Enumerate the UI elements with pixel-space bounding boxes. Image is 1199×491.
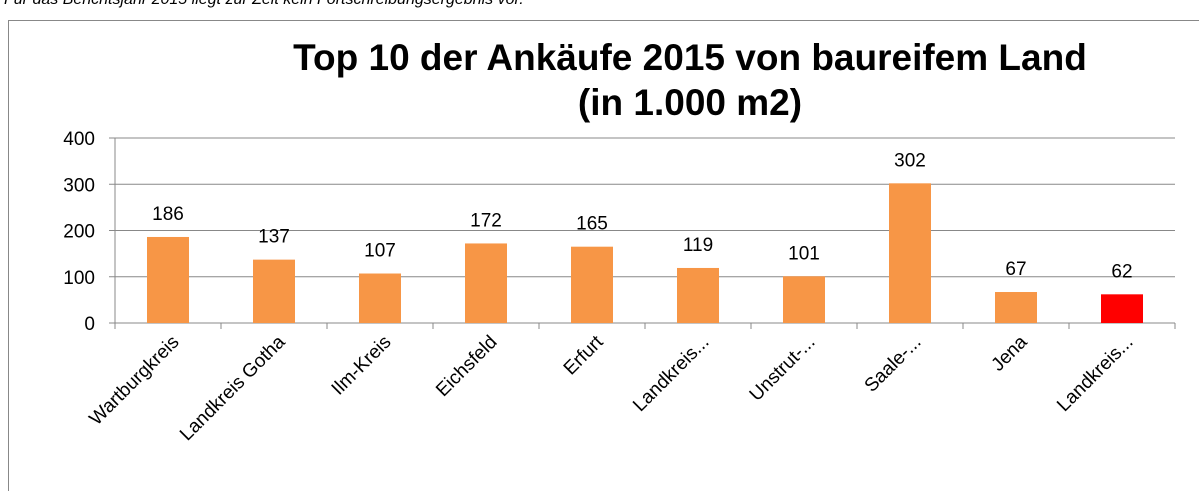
y-tick-label: 0	[84, 314, 95, 335]
data-label: 67	[1005, 259, 1026, 280]
bar	[359, 273, 401, 323]
data-label: 101	[788, 243, 820, 264]
bar	[1101, 294, 1143, 323]
bar	[995, 292, 1037, 323]
data-label: 172	[470, 210, 502, 231]
bar	[147, 236, 189, 323]
x-tick-label: Wartburgkreis	[86, 332, 184, 430]
y-tick-label: 300	[63, 175, 95, 196]
data-label: 186	[152, 204, 184, 225]
y-tick-label: 400	[63, 129, 95, 150]
x-tick-label: Ilm-Kreis	[328, 332, 396, 400]
x-tick-label: Jena	[988, 331, 1032, 375]
x-tick-label: Erfurt	[560, 331, 608, 379]
x-tick-label: Landkreis Gotha	[176, 331, 290, 445]
x-tick-label: Saale-...	[861, 332, 926, 397]
bar	[465, 243, 507, 323]
chart-title: (in 1.000 m2)	[578, 82, 802, 123]
bar	[783, 276, 825, 323]
x-tick-label: Unstrut-...	[746, 332, 820, 406]
bar	[253, 259, 295, 323]
x-tick-label: Landkreis...	[629, 332, 713, 416]
bar	[889, 183, 931, 323]
data-label: 302	[894, 150, 926, 171]
data-label: 62	[1111, 261, 1132, 282]
data-label: 119	[683, 235, 713, 256]
bar	[677, 267, 719, 323]
data-label: 107	[364, 241, 396, 262]
y-tick-label: 100	[63, 268, 95, 289]
data-label: 137	[258, 227, 290, 248]
chart-frame	[8, 20, 1199, 491]
x-tick-label: Eichsfeld	[432, 332, 501, 401]
note: Für das Berichtsjahr 2015 liegt zur Zeit…	[4, 0, 524, 8]
data-label: 165	[576, 214, 608, 235]
x-tick-label: Landkreis...	[1053, 332, 1137, 416]
y-tick-label: 200	[63, 222, 95, 243]
bar	[571, 246, 613, 323]
chart-title: Top 10 der Ankäufe 2015 von baureifem La…	[293, 37, 1087, 78]
